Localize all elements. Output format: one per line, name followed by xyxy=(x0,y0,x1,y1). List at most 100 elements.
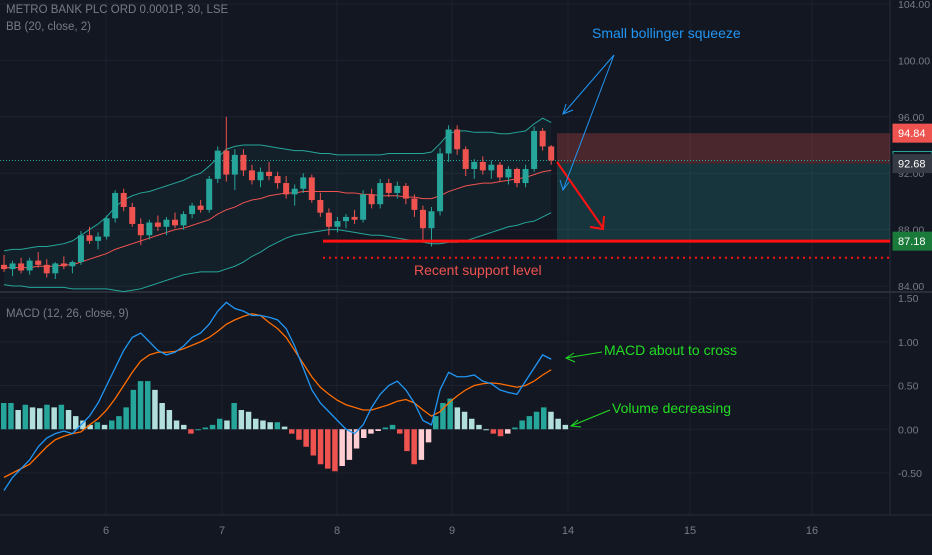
histogram-bar xyxy=(145,381,151,430)
squeeze-arrowhead-upper xyxy=(562,103,574,115)
candle-body xyxy=(103,218,110,237)
candle-body xyxy=(308,177,315,200)
candle-body xyxy=(419,209,426,229)
histogram-bar xyxy=(274,422,281,430)
histogram-bar xyxy=(109,420,115,430)
histogram-bar xyxy=(58,404,65,430)
histogram-bar xyxy=(447,398,453,430)
histogram-bar xyxy=(152,389,158,430)
histogram-bar xyxy=(87,424,93,430)
annotation-volume-decreasing: Volume decreasing xyxy=(612,400,732,416)
histogram-bar xyxy=(397,429,403,434)
time-tick-label: 16 xyxy=(806,525,818,537)
histogram-bar xyxy=(519,420,525,430)
candle-body xyxy=(248,170,255,181)
histogram-bar xyxy=(231,403,237,430)
macd-histogram xyxy=(1,381,569,472)
histogram-bar xyxy=(512,427,518,430)
histogram-bar xyxy=(461,411,468,430)
projection-arrow xyxy=(556,161,604,229)
candle-body xyxy=(154,222,161,227)
histogram-bar xyxy=(505,429,511,434)
histogram-bar xyxy=(497,429,504,437)
histogram-bar xyxy=(332,429,338,472)
macd-tick-label: 1.00 xyxy=(898,337,919,349)
candle-body xyxy=(334,221,341,227)
price-tick-label: 84.00 xyxy=(898,281,924,293)
volume-arrowhead xyxy=(569,419,582,428)
candle-body xyxy=(505,168,512,178)
candle-body xyxy=(274,176,281,184)
histogram-bar xyxy=(116,416,122,430)
candle-body xyxy=(402,185,409,199)
time-tick-label: 7 xyxy=(219,525,225,537)
candle-body xyxy=(52,263,59,274)
macd-indicator-label: MACD (12, 26, close, 9) xyxy=(6,308,129,320)
price-tick-label: 104.00 xyxy=(898,0,930,11)
histogram-bar xyxy=(483,429,489,431)
histogram-bar xyxy=(260,420,266,430)
histogram-bar xyxy=(418,429,425,460)
candle-body xyxy=(325,212,332,227)
candle-body xyxy=(428,211,435,229)
candle-body xyxy=(231,154,238,175)
candle-body xyxy=(137,223,144,236)
candle-body xyxy=(445,129,452,154)
macd-cross-arrowhead xyxy=(564,352,576,363)
price-label-text: 92.68 xyxy=(898,159,926,171)
histogram-bar xyxy=(217,418,223,430)
histogram-bar xyxy=(548,411,554,430)
time-tick-label: 6 xyxy=(103,525,109,537)
candle-body xyxy=(120,192,127,208)
price-tick-label: 96.00 xyxy=(898,112,924,124)
annotation-macd-cross: MACD about to cross xyxy=(604,342,738,358)
projection-arrowhead xyxy=(589,215,605,231)
candle-body xyxy=(35,260,42,265)
candle-body xyxy=(18,263,25,271)
annotation-bollinger-squeeze: Small bollinger squeeze xyxy=(592,25,741,41)
histogram-bar xyxy=(469,418,475,430)
candle-body xyxy=(522,168,529,184)
candle-body xyxy=(1,264,7,270)
candle-body xyxy=(60,263,67,267)
histogram-bar xyxy=(346,429,353,460)
histogram-bar xyxy=(253,418,259,430)
histogram-bar xyxy=(238,410,245,430)
candle-body xyxy=(240,154,247,171)
candle-body xyxy=(95,236,102,241)
histogram-bar xyxy=(80,420,86,430)
histogram-bar xyxy=(526,416,533,430)
candle-body xyxy=(129,207,136,224)
histogram-bar xyxy=(188,429,194,434)
histogram-bar xyxy=(353,429,360,449)
profit-target-zone xyxy=(557,163,890,242)
candle-body xyxy=(454,129,461,150)
histogram-bar xyxy=(317,429,324,465)
histogram-bar xyxy=(29,407,36,430)
candle-body xyxy=(471,161,478,169)
histogram-bar xyxy=(1,403,7,430)
histogram-bar xyxy=(440,403,446,430)
candle-body xyxy=(360,194,367,220)
histogram-bar xyxy=(454,407,461,430)
histogram-bar xyxy=(389,424,396,430)
candle-body xyxy=(317,199,324,213)
macd-tick-label: 0.00 xyxy=(898,424,919,436)
histogram-bar xyxy=(173,420,180,430)
bb-indicator-label: BB (20, close, 2) xyxy=(6,21,92,33)
candle-body xyxy=(496,164,503,178)
histogram-bar xyxy=(368,429,374,434)
histogram-bar xyxy=(22,404,29,430)
histogram-bar xyxy=(44,404,50,430)
histogram-bar xyxy=(209,424,216,430)
candle-body xyxy=(368,194,375,205)
histogram-bar xyxy=(267,422,273,430)
histogram-bar xyxy=(245,411,252,430)
histogram-bar xyxy=(94,422,101,430)
histogram-bar xyxy=(289,429,295,434)
candle-body xyxy=(214,150,221,179)
histogram-bar xyxy=(339,429,345,466)
price-label-text: 87.18 xyxy=(898,236,926,248)
stop-loss-zone xyxy=(557,133,890,164)
